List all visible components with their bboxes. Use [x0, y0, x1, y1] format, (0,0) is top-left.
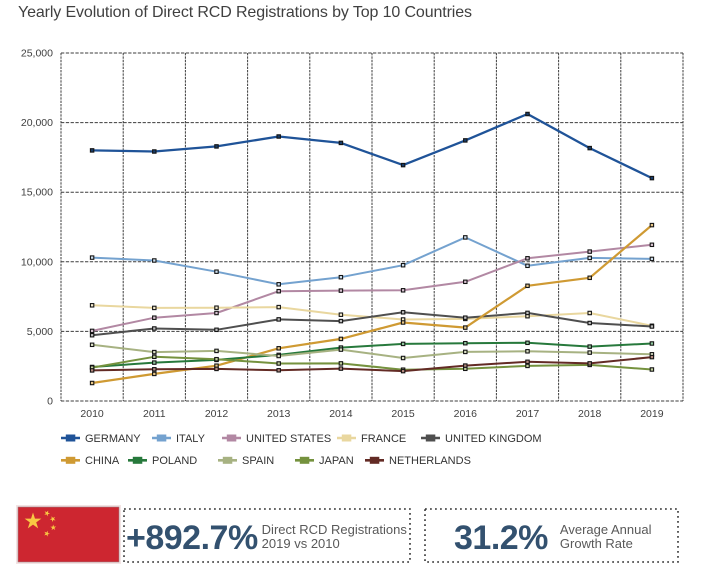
- svg-text:5,000: 5,000: [27, 326, 53, 338]
- svg-text:2016: 2016: [454, 408, 478, 420]
- svg-text:25,000: 25,000: [21, 48, 53, 60]
- svg-text:0: 0: [47, 396, 53, 408]
- svg-text:2015: 2015: [391, 408, 415, 420]
- svg-text:JAPAN: JAPAN: [319, 455, 354, 467]
- svg-text:NETHERLANDS: NETHERLANDS: [389, 455, 471, 467]
- svg-text:10,000: 10,000: [21, 256, 53, 268]
- svg-text:2014: 2014: [329, 408, 353, 420]
- svg-text:FRANCE: FRANCE: [361, 433, 406, 445]
- svg-text:2019: 2019: [640, 408, 664, 420]
- svg-text:15,000: 15,000: [21, 187, 53, 199]
- svg-text:2018: 2018: [578, 408, 602, 420]
- svg-text:UNITED KINGDOM: UNITED KINGDOM: [445, 433, 542, 445]
- svg-text:2011: 2011: [143, 408, 166, 420]
- svg-text:2012: 2012: [205, 408, 229, 420]
- svg-text:2013: 2013: [267, 408, 291, 420]
- svg-text:UNITED STATES: UNITED STATES: [246, 433, 331, 445]
- svg-text:2010: 2010: [80, 408, 104, 420]
- svg-text:20,000: 20,000: [21, 117, 53, 129]
- svg-text:GERMANY: GERMANY: [85, 433, 141, 445]
- svg-text:CHINA: CHINA: [85, 455, 120, 467]
- svg-text:SPAIN: SPAIN: [242, 455, 274, 467]
- svg-text:ITALY: ITALY: [176, 433, 206, 445]
- svg-text:2017: 2017: [516, 408, 540, 420]
- svg-text:POLAND: POLAND: [152, 455, 197, 467]
